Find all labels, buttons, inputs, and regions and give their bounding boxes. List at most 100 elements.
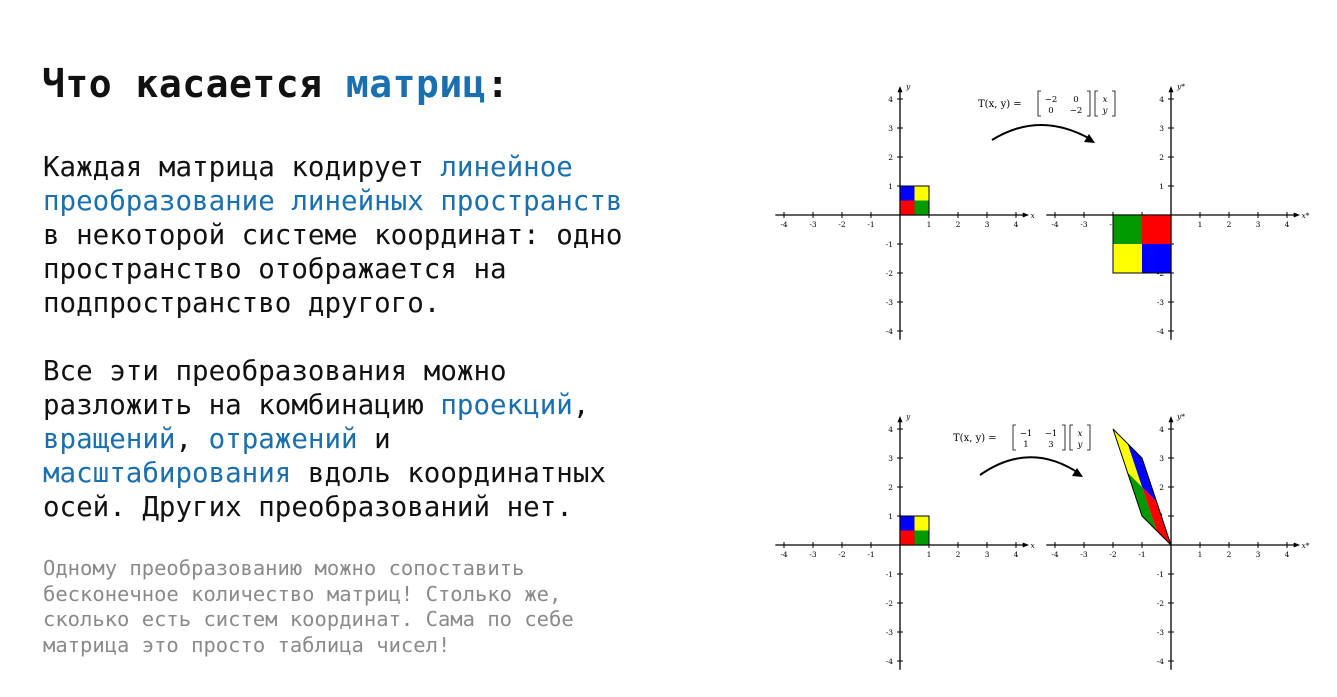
bottom-right-ytick-label: -2 — [1157, 599, 1165, 608]
bottom-vector-entry: y — [1077, 440, 1083, 450]
top-right-y-label: y* — [1176, 82, 1185, 91]
top-left-ytick-label: -1 — [886, 240, 893, 249]
top-right-image-outline — [1112, 214, 1172, 274]
top-left-ytick-label: -4 — [886, 327, 894, 336]
link-projections[interactable]: проекций — [440, 389, 573, 421]
top-left-ytick-label: 3 — [888, 124, 893, 133]
top-right-x-label: x* — [1302, 211, 1310, 220]
bottom-right-xtick-label: -2 — [1109, 550, 1117, 559]
bottom-left-xtick-label: 2 — [956, 550, 961, 559]
bottom-right-ytick-label: 4 — [1159, 425, 1164, 434]
slide-title: Что касается матриц: — [42, 58, 510, 110]
bottom-matrix-bracket-right — [1062, 424, 1066, 451]
bottom-left-ytick-label: -2 — [886, 599, 894, 608]
top-right-cell-blue — [1142, 244, 1171, 273]
bottom-left-ytick-label: 2 — [888, 483, 893, 492]
paragraph-linear-transform: Каждая матрица кодирует линейное преобра… — [43, 150, 743, 320]
top-left-xtick-label: -2 — [838, 220, 846, 229]
top-left-xtick-label: -1 — [867, 220, 874, 229]
bottom-right-cell-yellow — [1113, 429, 1142, 487]
link-reflections[interactable]: отражений — [208, 423, 358, 455]
bottom-left-x-label: x — [1031, 541, 1036, 550]
top-right-ytick-label: 2 — [1159, 153, 1164, 162]
bottom-left-x-arrow — [1022, 542, 1030, 548]
top-left-xtick-label: 3 — [985, 220, 990, 229]
top-left-square-outline — [899, 185, 930, 216]
bottom-right-x-arrow — [1293, 542, 1301, 548]
p2-text-5: вдоль координатных осей. Других преобраз… — [43, 457, 606, 523]
top-right-x-arrow — [1293, 212, 1301, 218]
bottom-arrow-curve — [979, 456, 1081, 476]
bottom-matrix-entry: 1 — [1023, 440, 1028, 450]
bottom-right-cell-blue — [1127, 443, 1157, 502]
top-right-xtick-label: 2 — [1227, 220, 1232, 229]
bottom-left-ytick-label: 4 — [888, 425, 893, 434]
bottom-right-xtick-label: 4 — [1285, 550, 1290, 559]
top-left-x-arrow — [1022, 212, 1030, 218]
bottom-arrow-head — [1072, 468, 1083, 477]
paragraph-decomposition: Все эти преобразования можно разложить н… — [43, 354, 743, 524]
bottom-right-xtick-label: -4 — [1051, 550, 1059, 559]
top-matrix-bracket-right — [1087, 90, 1091, 117]
bottom-left-cell-blue — [900, 516, 915, 531]
top-right-cell-green — [1113, 215, 1142, 244]
top-matrix-entry: −2 — [1045, 95, 1058, 105]
top-left-ytick-label: 1 — [888, 182, 893, 191]
link-rotations[interactable]: вращений — [43, 423, 176, 455]
top-matrix-entry: 0 — [1073, 95, 1078, 105]
bottom-right-xtick-label: 1 — [1198, 550, 1203, 559]
bottom-left-xtick-label: -2 — [838, 550, 846, 559]
top-right-axes — [1046, 85, 1301, 340]
link-scaling[interactable]: масштабирования — [43, 457, 292, 489]
top-left-xtick-label: 4 — [1014, 220, 1019, 229]
bottom-left-cell-yellow — [914, 516, 929, 531]
top-left-x-label: x — [1031, 211, 1036, 220]
bottom-matrix-entry: −1 — [1045, 429, 1058, 439]
bottom-right-image-outline — [1112, 428, 1172, 546]
top-right-ytick-label: 1 — [1159, 182, 1164, 191]
top-right-xtick-label: -3 — [1080, 220, 1088, 229]
p2-text-3: , — [175, 423, 209, 455]
p2-text-1: Все эти преобразования можно разложить н… — [43, 355, 507, 421]
top-transform-label: T(x, y) = — [978, 99, 1022, 110]
bottom-right-xtick-label: 2 — [1227, 550, 1232, 559]
bottom-left-xtick-label: -3 — [809, 550, 817, 559]
top-left-ytick-label: 2 — [888, 153, 893, 162]
p2-text-2: , — [572, 389, 590, 421]
bottom-matrix-bracket-left — [1012, 424, 1016, 451]
top-left-cell-yellow — [914, 186, 929, 201]
top-left-xtick-label: 2 — [956, 220, 961, 229]
title-highlight: матриц — [345, 62, 487, 106]
p1-text-1: Каждая матрица кодирует — [43, 151, 441, 183]
bottom-right-xtick-label: 3 — [1256, 550, 1261, 559]
top-right-cell-yellow — [1113, 244, 1142, 273]
top-left-y-arrow — [897, 85, 903, 93]
bottom-left-ytick-label: -1 — [886, 570, 893, 579]
bottom-left-cell-green — [914, 530, 929, 545]
top-matrix-entry: 0 — [1048, 106, 1053, 116]
link-linear-transformation[interactable]: линейное преобразование линейных простра… — [43, 151, 623, 217]
bottom-right-ytick-label: -4 — [1157, 657, 1165, 666]
bottom-right-x-label: x* — [1302, 541, 1310, 550]
p2-text-4: и — [374, 423, 391, 455]
top-vector-entry: x — [1103, 95, 1108, 105]
top-right-xtick-label: 1 — [1198, 220, 1203, 229]
top-right-ytick-label: -3 — [1157, 298, 1165, 307]
top-left-cell-blue — [900, 186, 915, 201]
top-vector-entry: y — [1102, 106, 1108, 116]
bottom-matrix-entry: −1 — [1020, 429, 1033, 439]
bottom-right-ytick-label: -3 — [1157, 628, 1165, 637]
bottom-right-cell-red — [1142, 487, 1171, 545]
bottom-left-square-outline — [899, 515, 930, 546]
transformation-figure: -4-4-3-3-2-2-1-111223344xy-4-4-3-3-2-2-1… — [775, 82, 1310, 670]
bottom-left-xtick-label: -1 — [867, 550, 874, 559]
bottom-right-xtick-label: -1 — [1138, 550, 1145, 559]
top-vector-bracket-left — [1094, 90, 1098, 117]
top-left-xtick-label: 1 — [927, 220, 932, 229]
p1-text-2: в некоторой системе координат: одно прос… — [43, 219, 623, 319]
top-left-y-label: y — [905, 82, 911, 91]
title-prefix: Что касается — [42, 62, 346, 106]
top-right-xtick-label: 3 — [1256, 220, 1261, 229]
bottom-left-xtick-label: 4 — [1014, 550, 1019, 559]
note-text: Одному преобразованию можно сопоставить … — [43, 556, 574, 657]
